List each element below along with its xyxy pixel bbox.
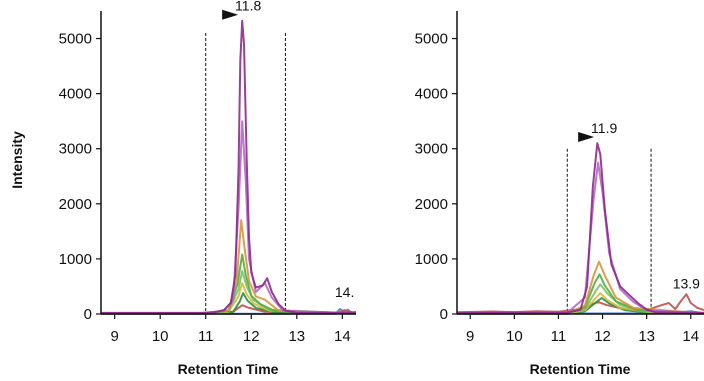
left-x-axis-title: Retention Time — [178, 361, 279, 377]
right-integration-boundaries — [566, 148, 652, 314]
x-tick-label: 10 — [152, 328, 169, 345]
right-x-axis-title: Retention Time — [530, 361, 631, 377]
x-tick-label: 14 — [334, 328, 351, 345]
right-panel: 0 1000 2000 3000 4000 5000 9 10 11 12 13 14 11.9 1… — [415, 11, 704, 377]
y-tick-label: 0 — [84, 306, 92, 323]
series-line — [100, 120, 357, 315]
y-tick-label: 3000 — [415, 141, 448, 158]
y-tick-label: 0 — [440, 306, 448, 323]
right-peak-label: 11.9 — [591, 120, 617, 136]
x-tick-label: 12 — [243, 328, 260, 345]
left-panel: Intensity 0 1000 2000 3000 4000 5000 9 10 11 12 1… — [9, 0, 357, 377]
series-line — [100, 219, 357, 315]
y-tick-label: 2000 — [59, 196, 92, 213]
y-tick-label: 4000 — [59, 86, 92, 103]
x-tick-label: 14 — [682, 328, 699, 345]
series-line — [456, 260, 704, 315]
right-x-ticks: 9 10 11 12 13 14 — [466, 314, 699, 345]
x-tick-label: 13 — [638, 328, 655, 345]
left-series-group — [100, 19, 357, 315]
left-y-ticks: 0 1000 2000 3000 4000 5000 — [59, 31, 101, 323]
left-peak-arrow-icon — [222, 9, 239, 20]
left-x-ticks: 9 10 11 12 13 14 — [110, 314, 351, 345]
right-axes — [456, 11, 704, 315]
left-side-label: 14. — [335, 284, 354, 300]
right-side-label: 13.9 — [673, 276, 700, 292]
left-peak-label: 11.8 — [235, 0, 261, 14]
y-tick-label: 5000 — [415, 31, 448, 48]
y-tick-label: 1000 — [415, 251, 448, 268]
y-tick-label: 5000 — [59, 31, 92, 48]
series-line — [456, 161, 704, 315]
right-y-ticks: 0 1000 2000 3000 4000 5000 — [415, 31, 457, 323]
y-tick-label: 3000 — [59, 141, 92, 158]
y-tick-label: 4000 — [415, 86, 448, 103]
x-tick-label: 11 — [551, 328, 567, 345]
right-series-group — [456, 142, 704, 315]
x-tick-label: 9 — [110, 328, 118, 345]
x-tick-label: 13 — [288, 328, 305, 345]
y-tick-label: 1000 — [59, 251, 92, 268]
left-y-axis-title: Intensity — [9, 131, 25, 189]
series-line — [456, 142, 704, 314]
x-tick-label: 9 — [466, 328, 474, 345]
left-integration-boundaries — [205, 33, 286, 314]
y-tick-label: 2000 — [415, 196, 448, 213]
left-axes — [100, 11, 356, 315]
x-tick-label: 11 — [198, 328, 214, 345]
x-tick-label: 12 — [594, 328, 611, 345]
right-peak-arrow-icon — [578, 132, 595, 143]
x-tick-label: 10 — [506, 328, 523, 345]
series-line — [101, 19, 357, 314]
